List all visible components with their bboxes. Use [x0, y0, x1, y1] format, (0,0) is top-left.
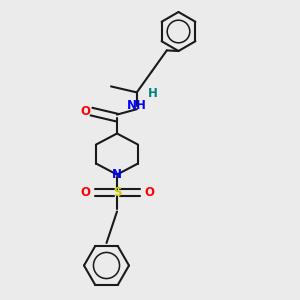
Text: O: O [80, 105, 90, 118]
Text: N: N [112, 168, 122, 181]
Text: H: H [148, 87, 158, 100]
Text: O: O [80, 186, 90, 199]
Text: NH: NH [127, 99, 147, 112]
Text: S: S [113, 186, 121, 199]
Text: O: O [144, 186, 154, 199]
